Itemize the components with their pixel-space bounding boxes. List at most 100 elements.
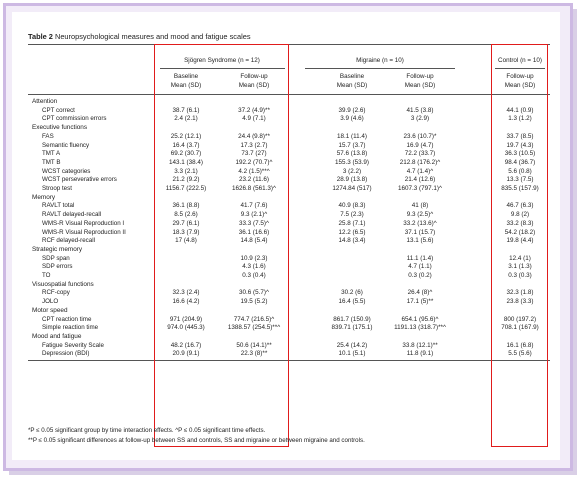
- cell-ss_f: 14.8 (5.4): [240, 237, 268, 245]
- row-label: Semantic fluency: [42, 141, 90, 149]
- cell-ss_f: 0.3 (0.4): [242, 272, 266, 279]
- row-label: WCST categories: [42, 167, 91, 175]
- cell-m_f: 212.8 (176.2)^: [399, 158, 441, 166]
- cell-c: 16.1 (6.8): [506, 341, 534, 349]
- cell-ss_f: 1388.57 (254.5)**^: [227, 324, 281, 332]
- cell-m_b: 39.9 (2.6): [338, 106, 366, 114]
- row-label: TMT A: [42, 150, 61, 158]
- cell-m_f: 0.3 (0.2): [408, 272, 432, 279]
- subheader-c: Follow-up: [506, 73, 534, 80]
- cell-m_f: 23.6 (10.7)*: [403, 132, 437, 140]
- cell-c: 5.6 (0.8): [508, 167, 532, 175]
- cell-c: 12.4 (1): [509, 254, 531, 262]
- table-title: Neuropsychological measures and mood and…: [54, 32, 251, 41]
- cell-ss_b: 16.6 (4.2): [172, 298, 200, 306]
- cell-c: 1.3 (1.2): [508, 115, 532, 123]
- cell-m_b: 3 (2.2): [342, 167, 362, 175]
- cell-ss_b: 69.2 (30.7): [170, 150, 202, 158]
- cell-m_b: 57.6 (13.8): [336, 150, 368, 158]
- cell-c: 36.3 (10.5): [504, 150, 536, 158]
- subheader-ss_b: Baseline: [173, 73, 199, 80]
- cell-m_b: 28.9 (13.8): [336, 176, 368, 184]
- cell-m_f: 72.2 (33.7): [404, 150, 436, 158]
- row-label: RCF-copy: [42, 289, 70, 297]
- cell-m_f: 41.5 (3.8): [406, 106, 434, 114]
- row-label: RCF delayed-recall: [42, 237, 95, 245]
- cell-ss_b: 36.1 (8.8): [172, 202, 200, 210]
- cell-ss_b: 16.4 (3.7): [172, 141, 200, 149]
- cell-m_f: 16.9 (4.7): [406, 141, 434, 149]
- cell-c: 33.7 (8.5): [506, 132, 534, 140]
- cell-ss_f: 36.1 (16.6): [238, 228, 270, 236]
- cell-c: 44.1 (0.9): [506, 106, 534, 114]
- row-label: WMS-R Visual Reproduction II: [42, 228, 126, 236]
- section-title: Memory: [32, 193, 56, 201]
- group-header-sjogren: Sjögren Syndrome (n = 12): [184, 57, 260, 64]
- cell-m_b: 14.8 (3.4): [338, 237, 366, 245]
- cell-m_b: 7.5 (2.3): [340, 211, 364, 219]
- cell-m_b: 18.1 (11.4): [337, 132, 367, 140]
- row-label: CPT commission errors: [42, 115, 107, 123]
- cell-ss_f: 33.3 (7.5)^: [239, 219, 269, 227]
- cell-ss_f: 30.6 (5.7)^: [239, 289, 269, 297]
- subheader-meansd-c: Mean (SD): [504, 82, 536, 89]
- cell-m_b: 40.9 (8.3): [338, 202, 366, 210]
- cell-ss_f: 1626.8 (561.3)^: [232, 185, 276, 192]
- section-title: Motor speed: [32, 306, 68, 314]
- row-label: WMS-R Visual Reproduction I: [42, 219, 125, 227]
- row-label: RAVLT delayed-recall: [42, 211, 102, 219]
- cell-ss_f: 24.4 (9.8)**: [238, 132, 270, 140]
- sjogren-highlight-box: [154, 44, 289, 447]
- cell-ss_b: 143.1 (38.4): [169, 158, 203, 166]
- cell-m_b: 3.9 (4.6): [340, 115, 364, 123]
- section-title: Executive functions: [32, 124, 88, 132]
- cell-c: 33.2 (8.3): [506, 219, 534, 227]
- cell-ss_f: 4.9 (7.1): [242, 115, 266, 123]
- cell-c: 800 (197.2): [503, 315, 537, 323]
- footnote-1: *P ≤ 0.05 significant group by time inte…: [28, 427, 266, 434]
- cell-c: 3.1 (1.3): [508, 263, 532, 271]
- row-label: TMT B: [42, 158, 61, 166]
- subheader-meansd-ss_f: Mean (SD): [238, 82, 270, 89]
- cell-m_b: 10.1 (5.1): [338, 350, 366, 358]
- row-label: FAS: [42, 132, 54, 140]
- cell-m_f: 26.4 (8)^: [407, 289, 433, 297]
- row-label: Depression (BDI): [42, 350, 90, 358]
- cell-m_f: 1191.13 (318.7)**^: [394, 324, 446, 332]
- table-page: [12, 12, 560, 460]
- subheader-m_f: Follow-up: [406, 73, 434, 80]
- cell-m_f: 21.4 (12.6): [404, 176, 436, 184]
- cell-c: 23.8 (3.3): [506, 298, 534, 306]
- group-header-control: Control (n = 10): [498, 57, 542, 64]
- cell-ss_f: 192.2 (70.7)^: [235, 158, 273, 166]
- cell-m_f: 1607.3 (797.1)^: [398, 185, 442, 192]
- cell-m_b: 839.71 (175.1): [331, 324, 373, 332]
- cell-m_f: 17.1 (5)**: [406, 298, 434, 306]
- row-label: CPT correct: [42, 106, 75, 114]
- cell-c: 708.1 (167.9): [501, 324, 539, 332]
- control-highlight-box: [491, 44, 548, 447]
- cell-ss_b: 25.2 (12.1): [170, 132, 202, 140]
- section-title: Visuospatial functions: [32, 280, 94, 288]
- row-label: TO: [42, 272, 51, 279]
- header-bottom-rule: [28, 94, 550, 95]
- cell-ss_b: 8.5 (2.6): [174, 211, 198, 219]
- row-label: SDP errors: [42, 263, 73, 271]
- cell-m_f: 33.8 (12.1)**: [402, 341, 438, 349]
- row-label: Fatigue Severity Scale: [42, 341, 104, 349]
- cell-m_f: 11.8 (9.1): [406, 350, 434, 358]
- cell-ss_b: 974.0 (445.3): [167, 324, 205, 332]
- cell-c: 54.2 (18.2): [504, 228, 536, 236]
- row-label: Simple reaction time: [42, 324, 99, 332]
- cell-m_f: 4.7 (1.4)^: [406, 167, 434, 175]
- table-caption: Table 2 Neuropsychological measures and …: [28, 32, 251, 41]
- cell-ss_f: 10.9 (2.3): [240, 254, 268, 262]
- cell-c: 46.7 (6.3): [506, 202, 534, 210]
- section-title: Mood and fatigue: [32, 332, 82, 340]
- row-label: Stroop test: [42, 185, 72, 192]
- section-title: Strategic memory: [32, 245, 83, 253]
- cell-m_f: 654.1 (95.6)^: [401, 315, 439, 323]
- cell-ss_f: 37.2 (4.9)**: [238, 106, 270, 114]
- cell-ss_b: 20.9 (9.1): [172, 350, 200, 358]
- cell-m_b: 15.7 (3.7): [338, 141, 366, 149]
